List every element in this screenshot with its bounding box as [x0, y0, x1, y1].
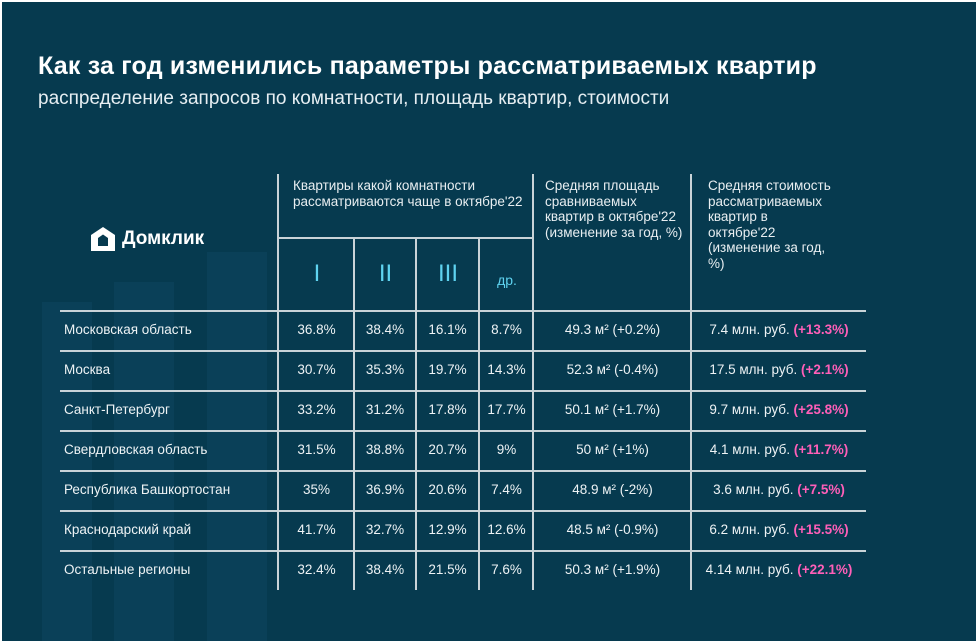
region: Свердловская область — [64, 442, 208, 457]
table-row: Свердловская область 31.5% 38.8% 20.7% 9% 50 … — [2, 430, 976, 470]
house-icon — [91, 227, 115, 251]
price-change: (+2.1%) — [801, 362, 849, 377]
rooms-1-header: I — [313, 260, 321, 287]
rooms-group-header: Квартиры какой комнатности рассматривают… — [293, 178, 523, 209]
area-cell: 50 м² (+1%) — [576, 442, 649, 457]
rooms-3-cell: 20.6% — [428, 482, 467, 497]
price-value: 17.5 млн. руб. — [709, 362, 798, 377]
rooms-3-cell: 12.9% — [428, 522, 467, 537]
rooms-other-cell: 7.6% — [491, 562, 522, 577]
price-change: (+13.3%) — [793, 322, 849, 337]
page-subtitle: распределение запросов по комнатности, п… — [38, 88, 670, 109]
price-change: (+7.5%) — [797, 482, 845, 497]
rooms-1-cell: 35% — [302, 482, 331, 497]
rooms-3-cell: 19.7% — [428, 362, 467, 377]
rooms-3-cell: 16.1% — [428, 322, 467, 337]
region: Москва — [64, 362, 111, 377]
price-cell: 4.1 млн. руб. (+11.7%) — [692, 430, 866, 470]
area-header: Средняя площадь сравниваемых квартир в о… — [545, 178, 683, 240]
price-change: (+22.1%) — [797, 562, 853, 577]
rooms-2-cell: 38.4% — [365, 562, 405, 577]
rooms-3-cell: 20.7% — [428, 442, 467, 457]
price-cell: 3.6 млн. руб. (+7.5%) — [692, 470, 866, 510]
divider — [60, 350, 866, 352]
table-row: Республика Башкортостан 35% 36.9% 20.6% 7.4%… — [2, 470, 976, 510]
area-cell: 48.5 м² (-0.9%) — [566, 522, 659, 537]
divider — [60, 510, 866, 512]
price-value: 3.6 млн. руб. — [713, 482, 794, 497]
price-value: 4.14 млн. руб. — [705, 562, 794, 577]
rooms-2-cell: 32.7% — [365, 522, 405, 537]
area-cell: 52.3 м² (-0.4%) — [566, 362, 659, 377]
price-cell: 6.2 млн. руб. (+15.5%) — [692, 510, 866, 550]
price-value: 7.4 млн. руб. — [709, 322, 790, 337]
table-row: Санкт-Петербург 33.2% 31.2% 17.8% 17.7% 50.1 … — [2, 390, 976, 430]
rooms-2-cell: 38.8% — [365, 442, 405, 457]
divider — [353, 238, 355, 590]
region: Московская область — [64, 322, 192, 337]
rooms-other-cell: 9% — [496, 442, 517, 457]
rooms-3-cell: 17.8% — [428, 402, 467, 417]
price-change: (+11.7%) — [793, 442, 849, 457]
rooms-other-cell: 7.4% — [491, 482, 522, 497]
price-change: (+25.8%) — [793, 402, 849, 417]
rooms-2-cell: 38.4% — [365, 322, 405, 337]
table-row: Остальные регионы 32.4% 38.4% 21.5% 7.6% 50.3… — [2, 550, 976, 590]
rooms-1-cell: 32.4% — [297, 562, 336, 577]
rooms-1-cell: 31.5% — [297, 442, 336, 457]
area-cell: 49.3 м² (+0.2%) — [564, 322, 661, 337]
domclick-logo: Домклик — [90, 226, 204, 252]
divider — [60, 470, 866, 472]
rooms-other-cell: 14.3% — [487, 362, 526, 377]
region: Санкт-Петербург — [64, 402, 170, 417]
region: Республика Башкортостан — [64, 482, 231, 497]
divider — [277, 174, 279, 590]
rooms-2-cell: 31.2% — [365, 402, 405, 417]
rooms-other-header: др. — [497, 272, 517, 288]
price-cell: 4.14 млн. руб. (+22.1%) — [692, 550, 866, 590]
logo-text: Домклик — [122, 228, 205, 249]
table-row: Москва 30.7% 35.3% 19.7% 14.3% 52.3 м² (-0.4%… — [2, 350, 976, 390]
price-value: 9.7 млн. руб. — [709, 402, 790, 417]
rooms-1-cell: 36.8% — [297, 322, 336, 337]
rooms-1-cell: 30.7% — [297, 362, 336, 377]
divider — [415, 238, 417, 590]
rooms-other-cell: 8.7% — [491, 322, 522, 337]
region: Остальные регионы — [64, 562, 191, 577]
price-value: 4.1 млн. руб. — [709, 442, 791, 457]
table-row: Краснодарский край 41.7% 32.7% 12.9% 12.6% 48… — [2, 510, 976, 550]
divider — [60, 310, 866, 312]
rooms-1-cell: 41.7% — [297, 522, 336, 537]
rooms-3-header: III — [437, 260, 458, 287]
price-cell: 9.7 млн. руб. (+25.8%) — [692, 390, 866, 430]
rooms-other-cell: 12.6% — [487, 522, 526, 537]
rooms-2-header: II — [378, 260, 393, 287]
divider — [277, 237, 534, 239]
divider — [478, 238, 480, 590]
area-cell: 50.3 м² (+1.9%) — [564, 562, 661, 577]
divider — [60, 430, 866, 432]
divider — [60, 390, 866, 392]
rooms-2-cell: 36.9% — [365, 482, 405, 497]
background-bar — [114, 282, 174, 641]
divider — [690, 174, 692, 590]
area-cell: 48.9 м² (-2%) — [572, 482, 653, 497]
rooms-1-cell: 33.2% — [297, 402, 336, 417]
divider — [60, 550, 866, 552]
price-cell: 17.5 млн. руб. (+2.1%) — [692, 350, 866, 390]
price-change: (+15.5%) — [793, 522, 849, 537]
divider — [532, 174, 534, 590]
rooms-2-cell: 35.3% — [365, 362, 405, 377]
table-row: Московская область 36.8% 38.4% 16.1% 8.7% 49.… — [2, 310, 976, 350]
price-header: Средняя стоимость рассматриваемых кварти… — [708, 178, 831, 271]
rooms-other-cell: 17.7% — [487, 402, 526, 417]
region: Краснодарский край — [64, 522, 192, 537]
price-value: 6.2 млн. руб. — [709, 522, 790, 537]
background-bar — [207, 252, 267, 641]
area-cell: 50.1 м² (+1.7%) — [564, 402, 661, 417]
rooms-3-cell: 21.5% — [428, 562, 467, 577]
page-title: Как за год изменились параметры рассматр… — [38, 52, 817, 80]
price-cell: 7.4 млн. руб. (+13.3%) — [692, 310, 866, 350]
